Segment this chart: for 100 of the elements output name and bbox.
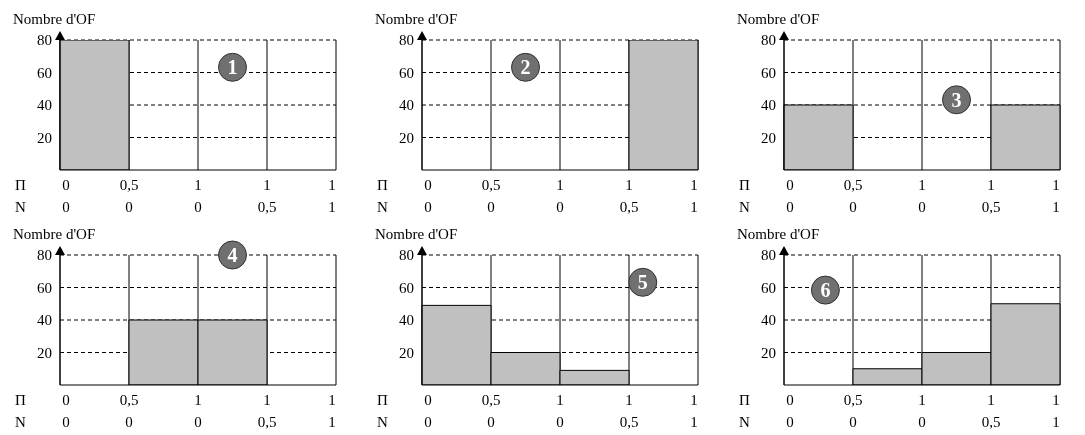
text: 0 — [424, 392, 432, 408]
text: 0 — [918, 414, 926, 430]
text: Π — [15, 392, 26, 408]
text: N — [15, 414, 26, 430]
text: 0 — [556, 414, 564, 430]
text: 0 — [125, 199, 133, 215]
text: 0 — [487, 414, 495, 430]
y-tick-label: 40 — [37, 97, 52, 114]
y-tick-label: 60 — [37, 279, 52, 296]
text: 0 — [194, 199, 202, 215]
y-tick-label: 60 — [761, 64, 776, 81]
y-tick-label: 60 — [37, 64, 52, 81]
text: N — [377, 199, 388, 215]
text: 0,5 — [843, 392, 863, 408]
text: Π — [377, 392, 388, 408]
text: 0 — [487, 199, 495, 215]
text: 1 — [1052, 392, 1060, 408]
text: 0,5 — [843, 177, 863, 193]
y-tick-label: 80 — [761, 247, 776, 264]
text: 0,5 — [481, 177, 501, 193]
y-tick-label: 80 — [37, 247, 52, 264]
y-axis-title: Nombre d'OF — [13, 226, 96, 242]
text: 0,5 — [481, 392, 501, 408]
annotation: 6 — [820, 279, 831, 302]
y-tick-label: 40 — [37, 312, 52, 329]
text: 1 — [987, 177, 995, 193]
text: 0 — [194, 414, 202, 430]
text: 0 — [62, 414, 70, 430]
y-tick-label: 20 — [37, 344, 52, 361]
text: 1 — [625, 177, 633, 193]
text: 1 — [328, 199, 336, 215]
text: Π — [739, 177, 750, 193]
text: N — [739, 199, 750, 215]
text: 0 — [556, 199, 564, 215]
text: 1 — [263, 177, 271, 193]
y-tick-label: 20 — [399, 129, 414, 146]
y-tick-label: 60 — [399, 279, 414, 296]
annotation: 1 — [227, 56, 238, 79]
y-tick-label: 40 — [761, 312, 776, 329]
text: 0,5 — [619, 199, 639, 215]
annotation: 2 — [520, 56, 531, 79]
text: N — [739, 414, 750, 430]
text: 0,5 — [981, 414, 1001, 430]
annotation: 3 — [951, 88, 962, 111]
y-tick-label: 20 — [37, 129, 52, 146]
y-axis-title: Nombre d'OF — [737, 11, 820, 27]
y-tick-label: 60 — [399, 64, 414, 81]
y-axis-title: Nombre d'OF — [375, 11, 458, 27]
y-tick-label: 40 — [761, 97, 776, 114]
text: Π — [739, 392, 750, 408]
annotation: 4 — [227, 244, 238, 266]
text: 0,5 — [119, 392, 139, 408]
text: 1 — [1052, 199, 1060, 215]
text: 0,5 — [619, 414, 639, 430]
text: 0,5 — [981, 199, 1001, 215]
text: 0 — [424, 199, 432, 215]
annotation: 5 — [637, 271, 648, 294]
text: Π — [377, 177, 388, 193]
text: 1 — [690, 177, 698, 193]
y-tick-label: 80 — [399, 32, 414, 49]
text: 0 — [62, 199, 70, 215]
text: 1 — [328, 414, 336, 430]
text: 1 — [625, 392, 633, 408]
text: 0 — [786, 177, 794, 193]
text: 1 — [1052, 414, 1060, 430]
y-axis-title: Nombre d'OF — [737, 226, 820, 242]
text: 1 — [690, 414, 698, 430]
text: Π — [15, 177, 26, 193]
text: N — [15, 199, 26, 215]
text: 0 — [786, 414, 794, 430]
y-tick-label: 80 — [399, 247, 414, 264]
y-tick-label: 60 — [761, 279, 776, 296]
y-tick-label: 20 — [761, 129, 776, 146]
y-axis-title: Nombre d'OF — [13, 11, 96, 27]
text: 0 — [918, 199, 926, 215]
text: 0,5 — [119, 177, 139, 193]
text: 0 — [424, 177, 432, 193]
text: 0,5 — [257, 414, 277, 430]
text: 0 — [424, 414, 432, 430]
text: 0 — [62, 177, 70, 193]
text: 0 — [849, 414, 857, 430]
y-tick-label: 40 — [399, 312, 414, 329]
text: 1 — [1052, 177, 1060, 193]
y-tick-label: 40 — [399, 97, 414, 114]
text: 0,5 — [257, 199, 277, 215]
text: N — [377, 414, 388, 430]
text: 1 — [556, 177, 564, 193]
text: 1 — [556, 392, 564, 408]
text: 1 — [194, 177, 202, 193]
text: 0 — [62, 392, 70, 408]
text: 1 — [328, 177, 336, 193]
text: 1 — [263, 392, 271, 408]
text: 1 — [690, 392, 698, 408]
text: 1 — [690, 199, 698, 215]
text: 0 — [786, 199, 794, 215]
text: 1 — [194, 392, 202, 408]
text: 0 — [786, 392, 794, 408]
y-tick-label: 20 — [399, 344, 414, 361]
y-tick-label: 80 — [761, 32, 776, 49]
text: 0 — [125, 414, 133, 430]
